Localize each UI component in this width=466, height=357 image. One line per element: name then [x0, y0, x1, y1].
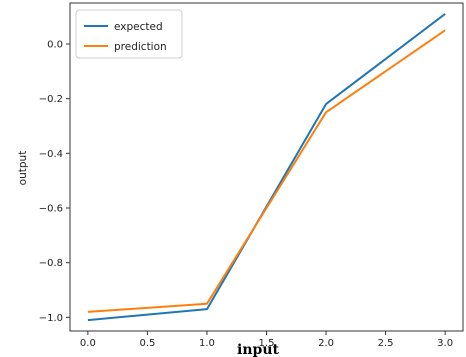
x-tick-label: 3.0 — [437, 338, 453, 349]
x-axis: 0.0 0.5 1.0 1.5 2.0 2.5 3.0 — [80, 331, 453, 349]
y-axis: 0.0 −0.2 −0.4 −0.6 −0.8 −1.0 — [39, 40, 70, 324]
y-tick-label: 0.0 — [47, 40, 63, 51]
y-tick-label: −0.4 — [39, 149, 63, 160]
x-tick-label: 0.0 — [80, 338, 96, 349]
y-axis-title: output — [17, 151, 29, 186]
y-tick-label: −0.2 — [39, 94, 63, 105]
x-tick-label: 2.0 — [318, 338, 334, 349]
x-tick-label: 1.0 — [199, 338, 215, 349]
x-tick-label: 1.5 — [259, 338, 275, 349]
legend-label-prediction: prediction — [114, 41, 167, 53]
series-line-prediction — [87, 29, 446, 313]
x-tick-label: 2.5 — [378, 338, 394, 349]
x-tick-label: 0.5 — [139, 338, 155, 349]
legend: expected prediction — [75, 9, 183, 59]
y-tick-label: −0.8 — [39, 258, 63, 269]
y-tick-label: −1.0 — [39, 313, 63, 324]
series-line-expected — [87, 13, 446, 322]
x-axis-title: input — [237, 342, 279, 357]
legend-label-expected: expected — [114, 21, 163, 33]
y-tick-label: −0.6 — [39, 204, 63, 215]
plot-lines — [87, 13, 446, 322]
